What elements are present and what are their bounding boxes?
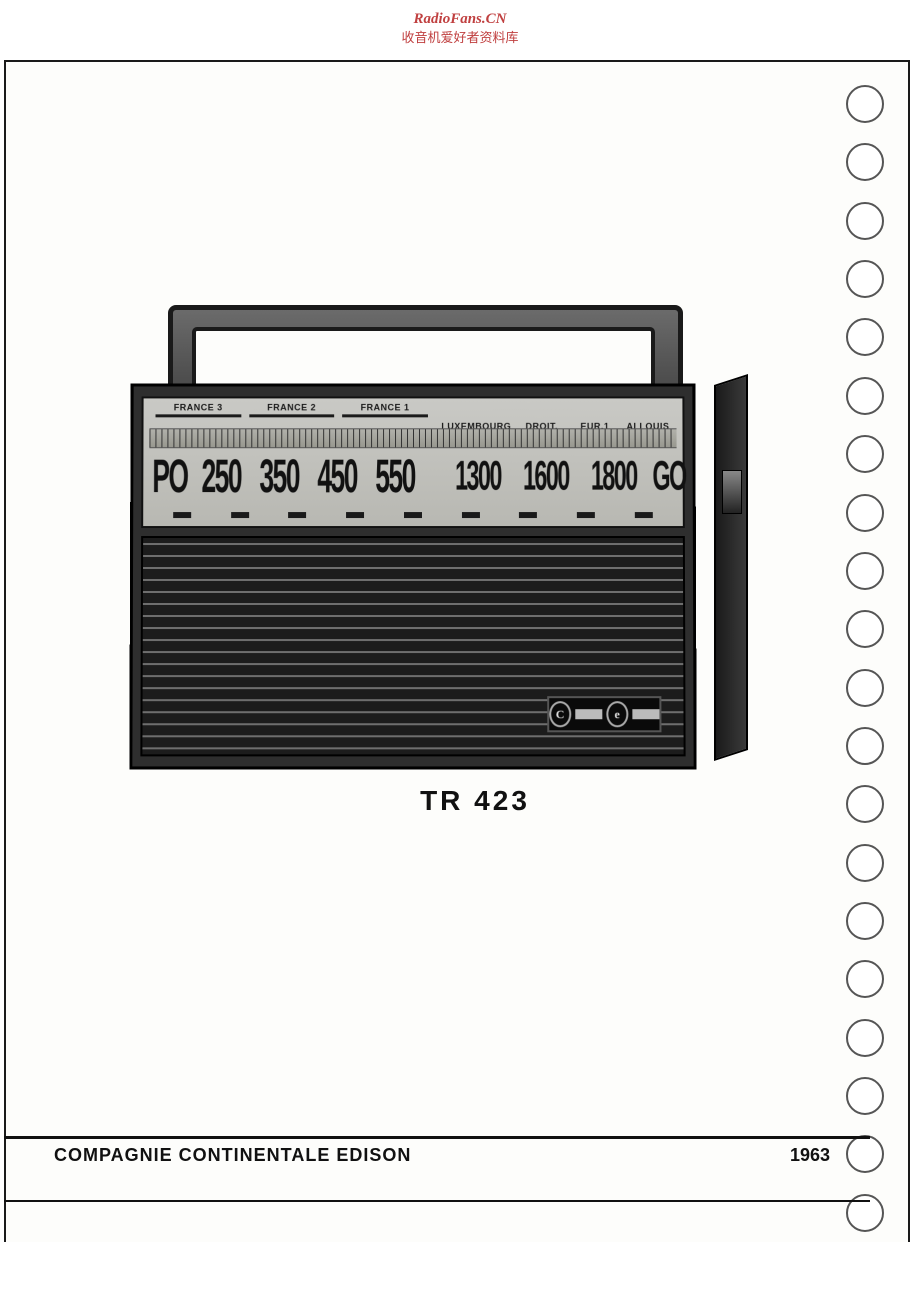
station-label: FRANCE 2 xyxy=(249,402,334,417)
radio-body: FRANCE 3FRANCE 2FRANCE 1 LUXEMBOURGDROIT… xyxy=(129,383,696,769)
frequency-label: 1800 xyxy=(587,453,640,500)
badge-text-1 xyxy=(575,709,602,719)
dial-marker xyxy=(173,512,191,518)
binder-hole xyxy=(846,960,884,998)
dial-marker xyxy=(231,512,249,518)
radio-figure: FRANCE 3FRANCE 2FRANCE 1 LUXEMBOURGDROIT… xyxy=(130,305,750,817)
publication-year: 1963 xyxy=(790,1145,830,1166)
model-number: TR 423 xyxy=(200,785,750,817)
binder-hole xyxy=(846,610,884,648)
badge-letter-e: e xyxy=(606,701,628,727)
page: RadioFans.CN 收音机爱好者资料库 FRANCE 3FRANCE 2F… xyxy=(0,0,920,1302)
company-name: COMPAGNIE CONTINENTALE EDISON xyxy=(54,1145,411,1166)
watermark-site: RadioFans.CN xyxy=(0,10,920,30)
footer-rule-bottom xyxy=(4,1200,870,1202)
binder-hole xyxy=(846,143,884,181)
frequency-label: 350 xyxy=(257,450,302,504)
binder-hole xyxy=(846,318,884,356)
watermark-tagline: 收音机爱好者资料库 xyxy=(0,30,920,47)
dial-marker xyxy=(577,512,595,518)
frequency-label: 1600 xyxy=(519,453,572,500)
binder-hole xyxy=(846,727,884,765)
frequency-label: GO xyxy=(652,453,685,500)
dial-marker xyxy=(635,512,653,518)
dial-marker xyxy=(462,512,480,518)
dial-marker xyxy=(346,512,364,518)
dial-scale xyxy=(149,428,676,448)
binder-hole xyxy=(846,669,884,707)
badge-letter-c: C xyxy=(549,701,571,727)
binder-hole xyxy=(846,1077,884,1115)
binder-hole xyxy=(846,85,884,123)
binder-hole xyxy=(846,377,884,415)
binder-hole xyxy=(846,552,884,590)
binder-holes xyxy=(840,85,890,1232)
frequency-row: PO250350450550130016001800GO xyxy=(147,448,679,506)
frequency-label: 250 xyxy=(199,450,244,504)
tuning-knob xyxy=(722,470,742,514)
station-label: FRANCE 3 xyxy=(156,402,241,417)
brand-badge: C e xyxy=(547,696,661,732)
frequency-label: PO xyxy=(152,450,187,504)
binder-hole xyxy=(846,844,884,882)
binder-hole xyxy=(846,785,884,823)
radio-side-panel xyxy=(714,374,748,761)
station-row-left: FRANCE 3 FRANCE 2 FRANCE 1 xyxy=(144,398,440,417)
badge-text-2 xyxy=(632,709,659,719)
binder-hole xyxy=(846,202,884,240)
frequency-label: 550 xyxy=(373,450,418,504)
dial-panel: FRANCE 3FRANCE 2FRANCE 1 LUXEMBOURGDROIT… xyxy=(141,396,685,528)
binder-hole xyxy=(846,494,884,532)
watermark: RadioFans.CN 收音机爱好者资料库 xyxy=(0,10,920,46)
binder-hole xyxy=(846,1019,884,1057)
binder-hole xyxy=(846,902,884,940)
frequency-label: 1300 xyxy=(452,453,505,500)
station-label: FRANCE 1 xyxy=(342,402,427,417)
dial-marker xyxy=(404,512,422,518)
radio: FRANCE 3FRANCE 2FRANCE 1 LUXEMBOURGDROIT… xyxy=(130,305,720,775)
frequency-label: 450 xyxy=(315,450,360,504)
speaker-grille: C e xyxy=(140,536,685,756)
dial-markers xyxy=(153,512,673,522)
dial-marker xyxy=(288,512,306,518)
footer: COMPAGNIE CONTINENTALE EDISON 1963 xyxy=(4,1136,870,1202)
binder-hole xyxy=(846,435,884,473)
binder-hole xyxy=(846,260,884,298)
dial-marker xyxy=(519,512,537,518)
